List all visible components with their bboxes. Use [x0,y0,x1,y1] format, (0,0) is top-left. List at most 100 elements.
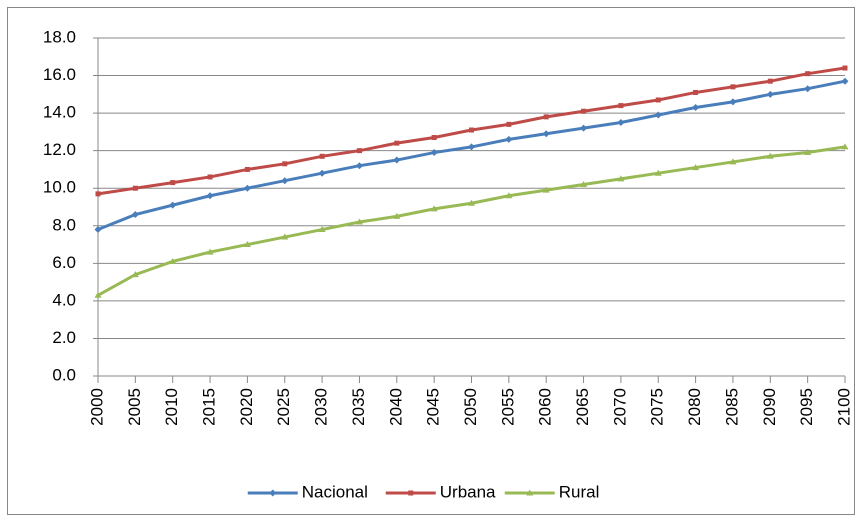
marker [393,156,401,164]
marker [206,192,214,200]
x-tick-label: 2025 [274,388,293,426]
legend-label: Nacional [302,482,368,501]
marker [206,248,214,255]
marker [243,184,251,192]
marker [505,192,513,199]
marker [655,97,661,103]
marker [131,211,139,219]
marker [692,164,700,171]
marker [169,257,177,264]
marker [95,191,101,197]
x-tick-label: 2020 [237,388,256,426]
legend-label: Rural [559,482,600,501]
y-tick-label: 0.0 [52,365,76,384]
legend-item: Rural [504,482,600,501]
y-tick-label: 14.0 [43,103,76,122]
x-tick-label: 2095 [797,388,816,426]
marker [281,233,289,240]
x-tick-label: 2060 [536,388,555,426]
marker [431,135,437,141]
y-tick-label: 4.0 [52,290,76,309]
legend-item: Nacional [247,482,368,501]
marker [356,148,362,154]
marker [281,177,289,185]
marker [506,121,512,127]
marker [841,77,849,85]
marker [244,166,250,172]
marker [393,212,401,219]
marker [580,180,588,187]
marker [243,241,251,248]
x-tick-label: 2055 [498,388,517,426]
marker [430,149,438,157]
marker [542,186,550,193]
marker [132,185,138,191]
x-tick-label: 2005 [125,388,144,426]
marker [767,78,773,84]
marker [766,152,774,159]
y-tick-label: 16.0 [43,65,76,84]
marker [469,127,474,133]
x-tick-label: 2100 [834,388,853,426]
marker [580,124,588,132]
chart-frame [7,7,855,515]
marker [408,490,414,496]
marker [468,199,475,206]
x-tick-label: 2065 [573,388,592,426]
marker [505,135,513,143]
y-tick-label: 6.0 [52,253,76,272]
x-tick-label: 2080 [685,388,704,426]
x-tick-label: 2010 [162,388,181,426]
x-tick-label: 2035 [349,388,368,426]
marker [804,85,812,93]
y-tick-label: 10.0 [43,178,76,197]
marker [842,65,848,71]
x-tick-label: 2015 [200,388,219,426]
marker [269,489,277,497]
marker [654,111,662,119]
x-tick-label: 2000 [87,388,106,426]
marker [131,271,139,278]
marker [526,489,534,496]
marker [730,84,736,90]
marker [617,119,625,126]
x-tick-label: 2070 [610,388,629,426]
y-tick-label: 18.0 [43,27,76,46]
marker [169,201,177,209]
marker [766,90,774,98]
marker [468,143,475,151]
marker [318,226,326,233]
marker [693,89,699,95]
x-tick-label: 2040 [386,388,405,426]
marker [542,130,550,138]
marker [318,169,326,177]
marker [841,143,849,150]
y-tick-label: 8.0 [52,215,76,234]
marker [729,98,737,106]
marker [430,205,438,212]
legend-item: Urbana [385,482,496,501]
marker [581,108,587,114]
x-tick-label: 2090 [760,388,779,426]
marker [355,162,363,170]
y-tick-label: 12.0 [43,140,76,159]
y-tick-label: 2.0 [52,328,76,347]
x-tick-label: 2050 [461,388,480,426]
marker [94,291,102,298]
legend-label: Urbana [440,482,496,501]
marker [654,169,662,176]
marker [804,149,812,156]
marker [355,218,363,225]
marker [207,174,213,180]
x-tick-label: 2045 [424,388,443,426]
marker [319,153,325,159]
marker [805,71,811,77]
x-tick-label: 2085 [722,388,741,426]
marker [617,175,625,182]
marker [618,103,624,109]
marker [94,226,102,234]
marker [170,180,176,186]
x-tick-label: 2030 [312,388,331,426]
